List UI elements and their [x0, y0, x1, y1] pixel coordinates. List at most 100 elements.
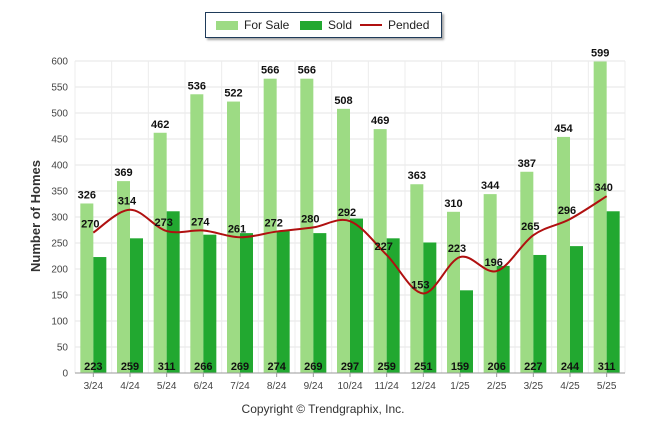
sold-bar	[240, 233, 253, 373]
y-axis-title: Number of Homes	[28, 160, 43, 272]
sold-swatch	[300, 20, 322, 30]
sold-label: 311	[158, 361, 176, 373]
for-sale-swatch	[216, 20, 238, 30]
y-tick-label: 300	[51, 213, 68, 224]
pended-label: 227	[374, 241, 392, 253]
x-tick-label: 4/25	[560, 381, 580, 392]
x-tick-label: 10/24	[337, 381, 362, 392]
y-tick-label: 200	[51, 265, 68, 276]
pended-label: 280	[301, 213, 319, 225]
sold-label: 159	[451, 361, 469, 373]
y-tick-label: 500	[51, 109, 68, 120]
sold-bar	[130, 238, 143, 373]
sold-label: 223	[84, 361, 102, 373]
for-sale-bar	[80, 203, 94, 373]
x-tick-label: 9/24	[304, 381, 324, 392]
for-sale-bar	[337, 108, 350, 373]
pended-line-swatch	[360, 24, 382, 26]
sold-bar	[606, 211, 620, 373]
bars	[80, 61, 620, 374]
sold-bar	[423, 242, 437, 373]
sold-bar	[166, 211, 180, 373]
sold-label: 227	[524, 361, 542, 373]
x-tick-label: 2/25	[487, 381, 507, 392]
pended-label: 270	[81, 219, 99, 231]
sold-bar	[386, 238, 400, 373]
pended-label: 314	[118, 196, 137, 208]
x-tick-label: 5/24	[157, 381, 177, 392]
for-sale-label: 522	[224, 88, 242, 100]
legend-label-pended: Pended	[388, 18, 430, 32]
for-sale-label: 508	[334, 95, 352, 107]
pended-label: 153	[411, 279, 429, 291]
sold-label: 266	[194, 361, 212, 373]
sold-bar	[496, 265, 510, 373]
y-tick-label: 550	[51, 83, 68, 94]
y-tick-label: 350	[51, 187, 68, 198]
x-tick-label: 6/24	[194, 381, 214, 392]
for-sale-label: 310	[444, 198, 462, 210]
sold-bar	[460, 290, 473, 373]
y-tick-label: 600	[51, 57, 68, 68]
legend-item-for-sale[interactable]: For Sale	[216, 13, 289, 37]
legend-item-sold[interactable]: Sold	[300, 13, 352, 37]
for-sale-bar	[153, 132, 167, 373]
legend-label-for-sale: For Sale	[244, 18, 290, 32]
copyright-footer: Copyright © Trendgraphix, Inc.	[241, 402, 405, 416]
y-tick-label: 0	[62, 369, 68, 380]
pended-line	[92, 195, 608, 295]
sold-label: 297	[341, 361, 359, 373]
for-sale-label: 599	[591, 48, 609, 60]
pended-label: 261	[228, 223, 246, 235]
sold-label: 259	[377, 361, 395, 373]
for-sale-label: 536	[188, 80, 206, 92]
data-labels: 326 223 270 369 259 314 462 311 273 536 266 274 522 2…	[78, 48, 616, 373]
x-tick-label: 1/25	[450, 381, 470, 392]
x-tick-label: 12/24	[411, 381, 436, 392]
y-tick-label: 50	[57, 343, 69, 354]
pended-label: 196	[484, 257, 502, 269]
y-tick-label: 450	[51, 135, 68, 146]
sold-bar	[93, 257, 107, 373]
pended-label: 296	[558, 205, 576, 217]
x-tick-label: 4/24	[120, 381, 140, 392]
for-sale-bar	[410, 184, 424, 373]
sold-bar	[276, 230, 290, 373]
axes: 0 50 100 150 200 250 300 350 400 450 500 550 600 3/24…	[51, 57, 625, 392]
x-tick-label: 8/24	[267, 381, 287, 392]
y-tick-label: 150	[51, 291, 68, 302]
x-tick-label: 5/25	[597, 381, 617, 392]
sold-bar	[313, 233, 327, 373]
sold-label: 311	[598, 361, 616, 373]
pended-label: 273	[154, 217, 172, 229]
for-sale-label: 344	[481, 180, 500, 192]
sold-bar	[570, 246, 583, 373]
pended-label: 223	[448, 243, 466, 255]
for-sale-bar	[300, 78, 314, 374]
for-sale-bar	[373, 129, 387, 373]
sold-label: 206	[487, 361, 505, 373]
y-tick-label: 250	[51, 239, 68, 250]
for-sale-bar	[447, 211, 460, 373]
for-sale-bar	[593, 61, 607, 374]
legend-label-sold: Sold	[328, 18, 353, 32]
for-sale-bar	[557, 136, 570, 373]
x-tick-label: 7/24	[230, 381, 250, 392]
for-sale-bar	[483, 194, 497, 373]
x-tick-label: 11/24	[375, 381, 400, 392]
sold-label: 251	[414, 361, 432, 373]
y-tick-label: 400	[51, 161, 68, 172]
pended-label: 272	[264, 218, 282, 230]
sold-label: 259	[121, 361, 139, 373]
sold-label: 274	[267, 361, 286, 373]
sold-bar	[350, 218, 363, 373]
legend-item-pended[interactable]: Pended	[360, 13, 429, 37]
pended-line-path	[92, 195, 608, 295]
for-sale-bar	[117, 181, 130, 373]
for-sale-label: 462	[151, 119, 169, 131]
for-sale-label: 454	[554, 123, 573, 135]
for-sale-label: 369	[114, 167, 132, 179]
sold-label: 269	[304, 361, 322, 373]
pended-label: 292	[338, 207, 356, 219]
